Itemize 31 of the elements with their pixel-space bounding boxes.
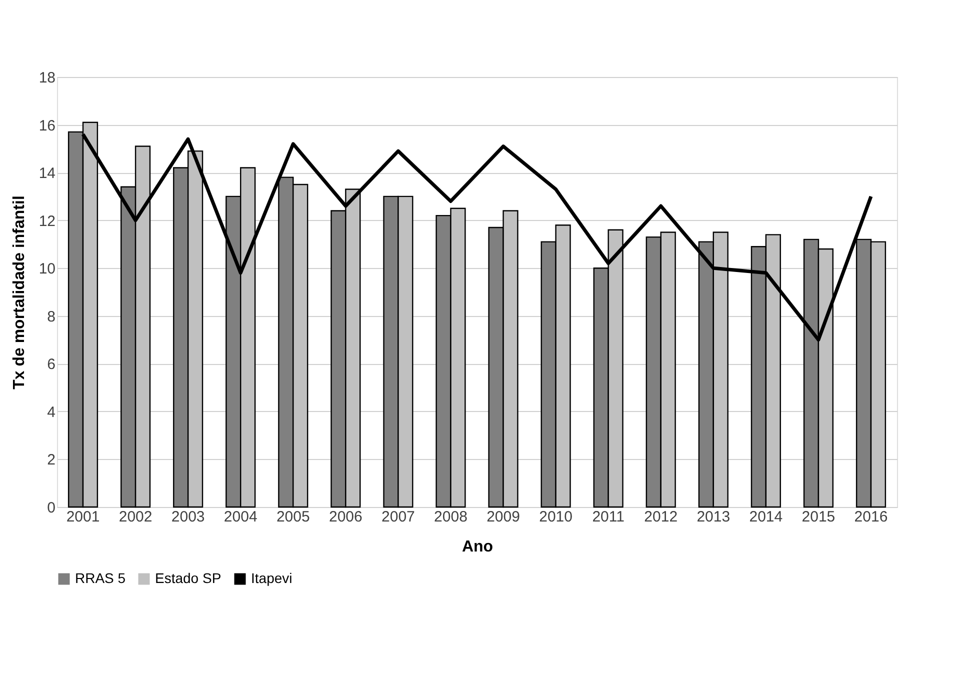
legend-label: Itapevi xyxy=(251,570,292,586)
x-tick-label: 2008 xyxy=(434,508,468,526)
legend-label: RRAS 5 xyxy=(75,570,126,586)
y-tick-label: 8 xyxy=(47,308,56,326)
x-tick-label: 2005 xyxy=(276,508,310,526)
y-tick-label: 14 xyxy=(38,165,56,182)
y-tick-label: 18 xyxy=(38,70,56,86)
y-tick-label: 4 xyxy=(47,404,56,421)
legend-label: Estado SP xyxy=(155,570,222,586)
y-tick-label: 6 xyxy=(47,356,56,374)
x-tick-label: 2015 xyxy=(802,508,836,526)
y-tick-label: 12 xyxy=(38,212,56,230)
x-tick-label: 2014 xyxy=(749,508,783,526)
x-tick-label: 2010 xyxy=(539,508,572,526)
x-axis-title: Ano xyxy=(462,538,494,556)
x-tick-label: 2003 xyxy=(171,508,205,526)
x-tick-label: 2013 xyxy=(696,508,730,526)
y-axis-title: Tx de mortalidade infantil xyxy=(10,196,28,390)
x-tick-label: 2001 xyxy=(66,508,100,526)
y-tick-label: 0 xyxy=(47,500,56,516)
y-tick-label: 2 xyxy=(47,452,56,469)
x-tick-label: 2016 xyxy=(854,508,888,526)
x-tick-label: 2002 xyxy=(118,508,152,526)
x-tick-label: 2011 xyxy=(592,508,624,526)
x-tick-label: 2004 xyxy=(224,508,258,526)
x-tick-label: 2006 xyxy=(328,508,362,526)
y-tick-label: 10 xyxy=(38,260,56,278)
x-tick-label: 2007 xyxy=(382,508,415,526)
x-tick-label: 2012 xyxy=(644,508,678,526)
y-tick-label: 16 xyxy=(38,117,56,134)
x-tick-label: 2009 xyxy=(486,508,520,526)
